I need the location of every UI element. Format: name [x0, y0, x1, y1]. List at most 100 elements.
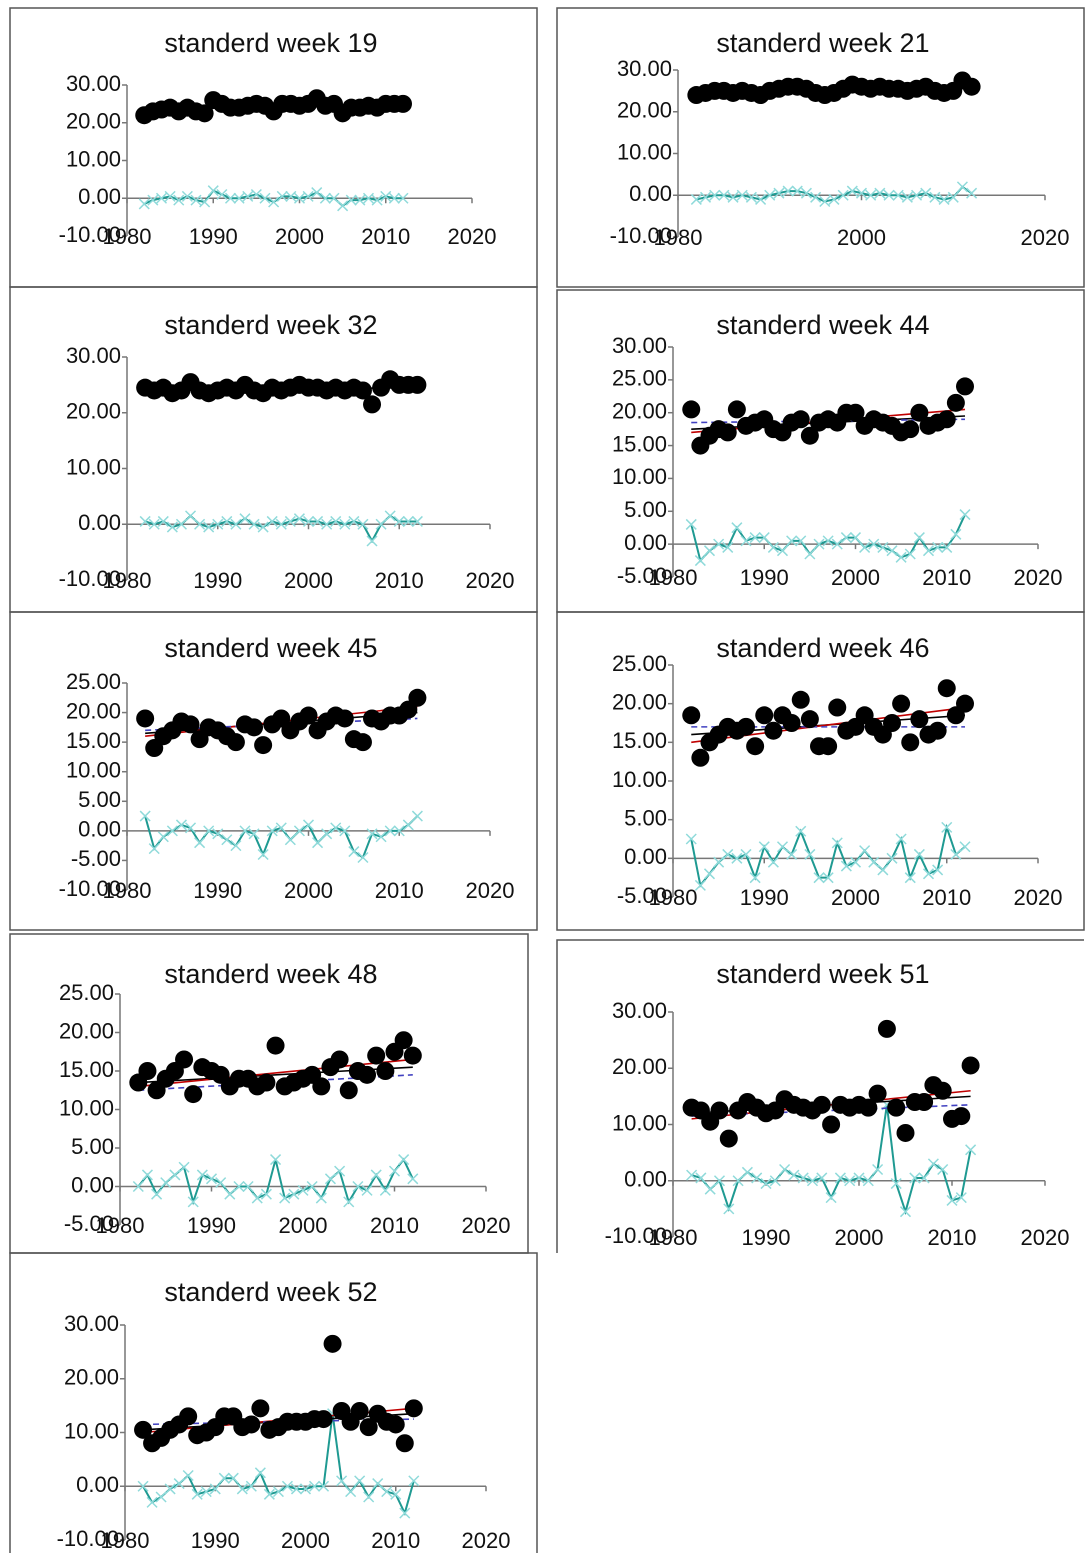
x-marker	[895, 551, 907, 563]
x-marker	[248, 828, 260, 840]
x-marker	[155, 192, 168, 204]
x-marker	[319, 192, 331, 204]
x-marker	[813, 538, 825, 550]
y-tick-label: -10.00	[59, 566, 121, 591]
x-marker	[384, 825, 396, 837]
x-marker	[388, 1165, 401, 1177]
x-tick-label: 2020	[1014, 565, 1063, 590]
data-point	[350, 1402, 369, 1420]
x-marker	[758, 841, 770, 853]
x-tick-label: 2010	[375, 568, 424, 593]
x-marker	[357, 518, 369, 530]
x-marker	[918, 1172, 930, 1184]
x-tick-label: 1980	[101, 1528, 150, 1553]
residual-line	[690, 514, 966, 563]
x-marker	[315, 1192, 327, 1204]
x-marker	[840, 860, 852, 872]
x-marker	[157, 515, 169, 527]
x-marker	[328, 192, 340, 204]
data-point	[764, 721, 783, 740]
x-marker	[230, 518, 242, 530]
x-marker	[239, 513, 251, 525]
x-marker	[932, 541, 944, 553]
data-point	[138, 1062, 157, 1080]
x-marker	[190, 194, 202, 206]
x-marker	[399, 1507, 411, 1519]
data-point	[901, 420, 920, 439]
x-tick-label: 1980	[649, 565, 698, 590]
data-point	[184, 1085, 203, 1104]
x-marker	[281, 1480, 293, 1492]
data-point	[800, 426, 819, 445]
x-marker	[381, 1486, 393, 1498]
x-marker	[164, 1483, 176, 1495]
x-marker	[722, 848, 734, 860]
data-point	[710, 1101, 729, 1120]
x-tick-label: 2000	[835, 1225, 884, 1250]
data-point	[691, 748, 710, 767]
x-marker	[932, 864, 944, 876]
x-marker	[695, 1172, 707, 1184]
data-point	[376, 1062, 395, 1080]
data-point	[353, 381, 372, 400]
x-marker	[288, 1188, 300, 1200]
x-tick-label: 2000	[284, 568, 333, 593]
y-tick-label: 0.00	[78, 510, 121, 535]
data-point	[928, 721, 947, 740]
data-point	[359, 1418, 378, 1437]
x-tick-label: 2010	[370, 1213, 419, 1238]
x-marker	[398, 1154, 410, 1166]
chart-title: standerd week 45	[164, 633, 377, 663]
data-point	[353, 733, 372, 752]
x-marker	[402, 819, 414, 831]
x-marker	[221, 515, 233, 527]
x-marker	[276, 190, 288, 202]
x-marker	[965, 1144, 977, 1156]
data-point	[846, 403, 865, 422]
x-marker	[837, 189, 849, 201]
x-marker	[275, 518, 287, 530]
x-tick-label: 2010	[375, 878, 424, 903]
y-tick-label: 0.00	[78, 817, 121, 842]
x-tick-label: 2000	[284, 878, 333, 903]
y-tick-label: 20.00	[66, 698, 121, 723]
x-marker	[362, 192, 375, 204]
data-point	[933, 1081, 952, 1100]
x-marker	[718, 189, 730, 201]
x-tick-label: 1990	[742, 1225, 791, 1250]
x-marker	[767, 856, 779, 868]
x-marker	[279, 1192, 291, 1204]
x-marker	[299, 1483, 312, 1495]
data-point	[755, 706, 774, 725]
x-marker	[160, 1177, 172, 1189]
data-point	[956, 694, 974, 713]
y-tick-label: 5.00	[71, 1134, 114, 1159]
y-tick-label: 0.00	[624, 530, 667, 555]
data-point	[883, 714, 901, 732]
x-marker	[215, 1177, 227, 1189]
x-marker	[173, 194, 185, 206]
x-marker	[361, 1184, 373, 1196]
x-tick-label: 2000	[275, 224, 324, 249]
x-marker	[749, 532, 761, 544]
x-marker	[849, 856, 862, 868]
x-marker	[819, 195, 831, 208]
x-marker	[311, 187, 323, 199]
x-tick-label: 2020	[466, 568, 515, 593]
x-marker	[913, 848, 925, 860]
x-marker	[722, 541, 734, 553]
x-marker	[285, 190, 297, 202]
x-marker	[411, 810, 423, 822]
data-point	[408, 375, 427, 394]
x-tick-label: 1980	[103, 224, 152, 249]
y-tick-label: 0.00	[629, 181, 672, 206]
x-marker	[308, 1480, 321, 1492]
x-marker	[959, 509, 971, 521]
x-marker	[732, 1175, 744, 1187]
x-tick-label: 2010	[928, 1225, 977, 1250]
x-marker	[755, 193, 767, 205]
x-marker	[372, 1478, 384, 1490]
data-point	[134, 1420, 153, 1439]
x-marker	[175, 819, 187, 831]
